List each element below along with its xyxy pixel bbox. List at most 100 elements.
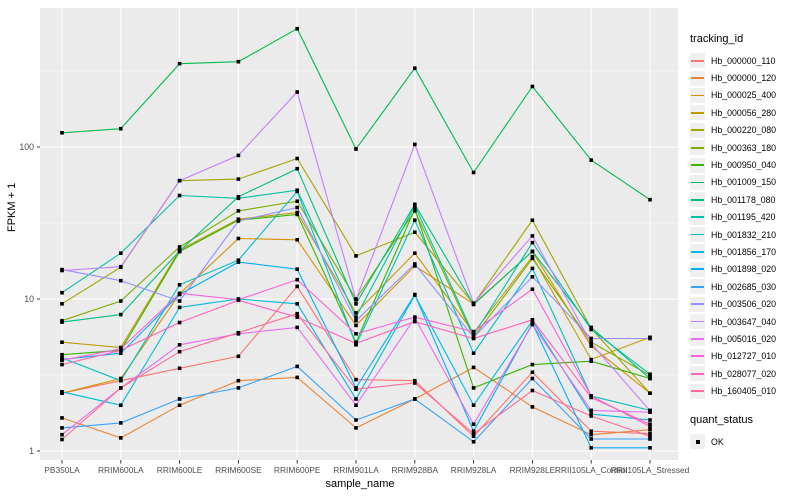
- data-point: [471, 365, 476, 370]
- data-point: [295, 325, 299, 330]
- data-point: [471, 170, 476, 175]
- data-point: [60, 131, 64, 135]
- legend-key: [690, 331, 705, 347]
- data-point: [471, 422, 476, 426]
- legend-entry-Hb_160405_010: Hb_160405_010: [690, 382, 800, 399]
- legend-entry-label: OK: [711, 436, 724, 447]
- legend-entry-Hb_003506_020: Hb_003506_020: [690, 295, 800, 312]
- data-point: [413, 264, 417, 268]
- y-axis-title: FPKM + 1: [6, 182, 18, 232]
- data-point: [236, 354, 241, 359]
- data-point: [530, 370, 535, 374]
- legend-key: [690, 87, 705, 103]
- data-point: [530, 287, 535, 291]
- legend-entry-Hb_000363_180: Hb_000363_180: [690, 139, 800, 156]
- legend-entry-Hb_001178_080: Hb_001178_080: [690, 191, 800, 208]
- data-point: [530, 318, 535, 322]
- data-point: [648, 418, 652, 422]
- data-point: [648, 391, 652, 395]
- legend-line-swatch: [691, 216, 704, 219]
- data-point: [177, 366, 182, 371]
- data-point: [60, 290, 64, 295]
- legend-line-swatch: [691, 285, 704, 288]
- legend-entry-Hb_028077_020: Hb_028077_020: [690, 365, 800, 382]
- legend-tracking-entries: Hb_000000_110 Hb_000000_120 Hb_000025_400 H…: [690, 52, 800, 400]
- data-point: [530, 84, 535, 89]
- legend-entry-Hb_012727_010: Hb_012727_010: [690, 348, 800, 365]
- data-point: [177, 178, 182, 183]
- data-point: [589, 359, 593, 363]
- legend-entry-Hb_005016_020: Hb_005016_020: [690, 330, 800, 347]
- legend-entry-Hb_000950_040: Hb_000950_040: [690, 156, 800, 173]
- data-point: [413, 230, 417, 234]
- legend-entry-label: Hb_001832_210: [711, 229, 777, 240]
- data-point: [354, 377, 358, 382]
- legend-key: [690, 279, 705, 295]
- data-point: [413, 251, 417, 255]
- x-tick-label: RRIM600PE: [274, 465, 321, 475]
- legend-line-swatch: [691, 338, 704, 340]
- legend-line-swatch: [691, 59, 704, 62]
- data-point: [177, 245, 182, 249]
- data-point: [236, 298, 241, 303]
- data-point: [530, 275, 535, 279]
- legend-key: [690, 383, 705, 399]
- legend-entry-Hb_002685_030: Hb_002685_030: [690, 278, 800, 295]
- data-point: [413, 142, 417, 147]
- legend-entry-label: Hb_160405_010: [711, 386, 777, 397]
- legend-title-tracking-id: tracking_id: [690, 33, 744, 45]
- data-point: [530, 362, 535, 367]
- data-point: [589, 412, 593, 416]
- quant-ok-key: [690, 434, 705, 449]
- data-point: [236, 260, 241, 264]
- data-point: [295, 315, 299, 319]
- data-point: [295, 205, 299, 210]
- legend-entry-Hb_001009_150: Hb_001009_150: [690, 174, 800, 191]
- data-point: [119, 351, 123, 355]
- data-point: [648, 424, 652, 429]
- legend-key: [690, 296, 705, 312]
- data-point: [354, 323, 358, 328]
- data-point: [648, 197, 652, 202]
- data-point: [589, 327, 593, 332]
- data-point: [471, 431, 476, 436]
- data-point: [589, 158, 593, 162]
- data-point: [236, 177, 241, 181]
- legend-line-swatch: [691, 320, 704, 323]
- data-point: [354, 397, 358, 401]
- data-point: [471, 336, 476, 341]
- x-axis-title: sample_name: [325, 478, 395, 490]
- data-point: [471, 434, 476, 439]
- data-point: [60, 426, 64, 430]
- legend-line-swatch: [691, 233, 704, 236]
- data-point: [589, 336, 593, 341]
- legend-entry-label: Hb_000000_110: [711, 55, 776, 66]
- data-point: [60, 320, 64, 324]
- x-tick-label: RRIM600LE: [157, 465, 203, 475]
- data-point: [530, 266, 535, 271]
- legend-line-swatch: [691, 251, 704, 253]
- data-point: [354, 418, 358, 422]
- data-point: [648, 427, 652, 432]
- y-tick-label: 100: [19, 142, 34, 152]
- data-point: [471, 429, 476, 433]
- legend-entry-label: Hb_001009_150: [711, 177, 777, 188]
- data-point: [589, 325, 593, 330]
- data-point: [648, 434, 652, 439]
- data-point: [60, 390, 64, 394]
- data-point: [60, 362, 64, 367]
- legend-entry-label: Hb_000000_120: [711, 73, 777, 84]
- data-point: [589, 437, 593, 441]
- data-point: [295, 277, 299, 282]
- data-point: [295, 375, 299, 380]
- legend-entry-label: Hb_003506_020: [711, 299, 777, 310]
- legend-key: [690, 70, 705, 86]
- legend-entry-label: Hb_001195_420: [711, 212, 776, 223]
- data-point: [119, 348, 123, 353]
- x-tick-label: RRII105LA_Control: [555, 465, 628, 475]
- data-point: [589, 446, 593, 450]
- data-point: [413, 315, 417, 319]
- legend-key: [690, 157, 705, 173]
- data-point: [295, 302, 299, 306]
- data-point: [413, 381, 417, 385]
